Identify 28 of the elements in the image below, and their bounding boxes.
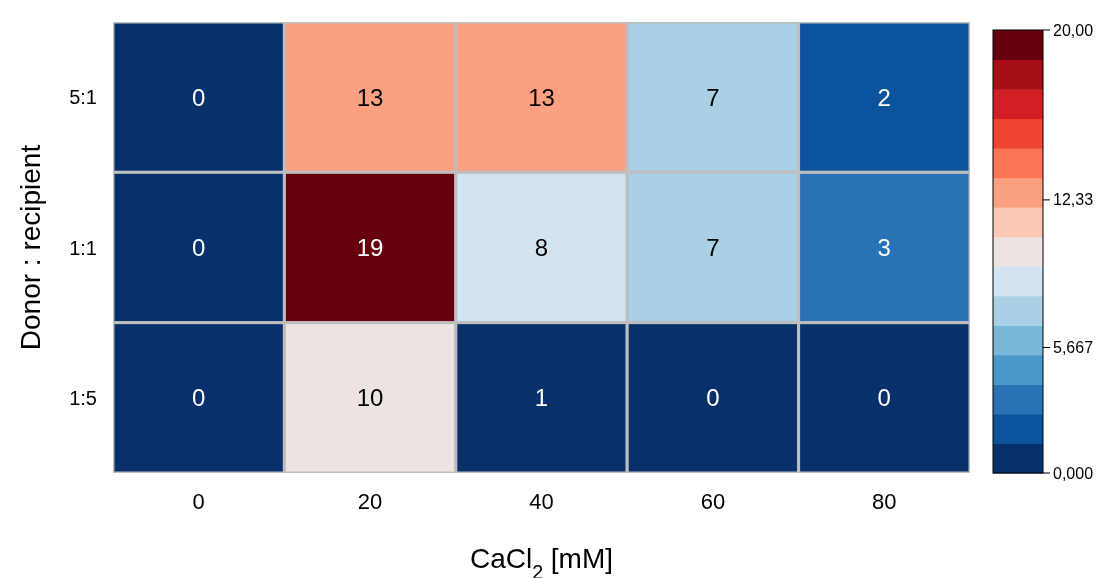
x-tick-label: 20 [357, 488, 383, 514]
y-tick-label: 5:1 [69, 86, 97, 109]
color-bar-label: 12,33 [1053, 191, 1094, 209]
data-label: 0 [706, 384, 720, 412]
data-label: 10 [356, 384, 384, 412]
data-label: 8 [534, 234, 549, 261]
x-tick-label: 40 [529, 488, 554, 514]
data-label: 7 [706, 83, 720, 111]
data-label: 7 [706, 234, 720, 261]
color-bar-label: 0,000 [1053, 464, 1094, 482]
x-tick-label: 80 [872, 488, 897, 514]
color-bar-label: 5,667 [1053, 338, 1094, 356]
data-label: 13 [528, 83, 555, 111]
data-label: 0 [192, 384, 206, 412]
y-tick-label: 1:1 [69, 236, 97, 259]
data-label: 2 [877, 83, 891, 111]
color-bar-label: 20,00 [1053, 21, 1094, 39]
x-tick-label: 60 [700, 488, 726, 514]
data-label: 3 [877, 234, 891, 261]
data-label: 13 [356, 83, 384, 111]
y-tick-label: 1:5 [69, 386, 97, 409]
data-label: 1 [534, 384, 549, 412]
data-label: 0 [877, 384, 891, 412]
data-label: 0 [192, 83, 206, 111]
x-tick-label: 0 [192, 488, 205, 514]
data-label: 19 [356, 234, 384, 261]
y-axis-title: Donor : recipient [14, 144, 46, 351]
data-label: 0 [192, 234, 206, 261]
